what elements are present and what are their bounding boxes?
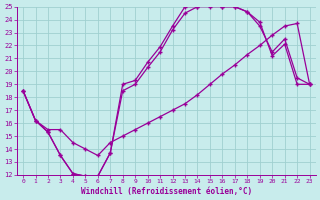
X-axis label: Windchill (Refroidissement éolien,°C): Windchill (Refroidissement éolien,°C) xyxy=(81,187,252,196)
